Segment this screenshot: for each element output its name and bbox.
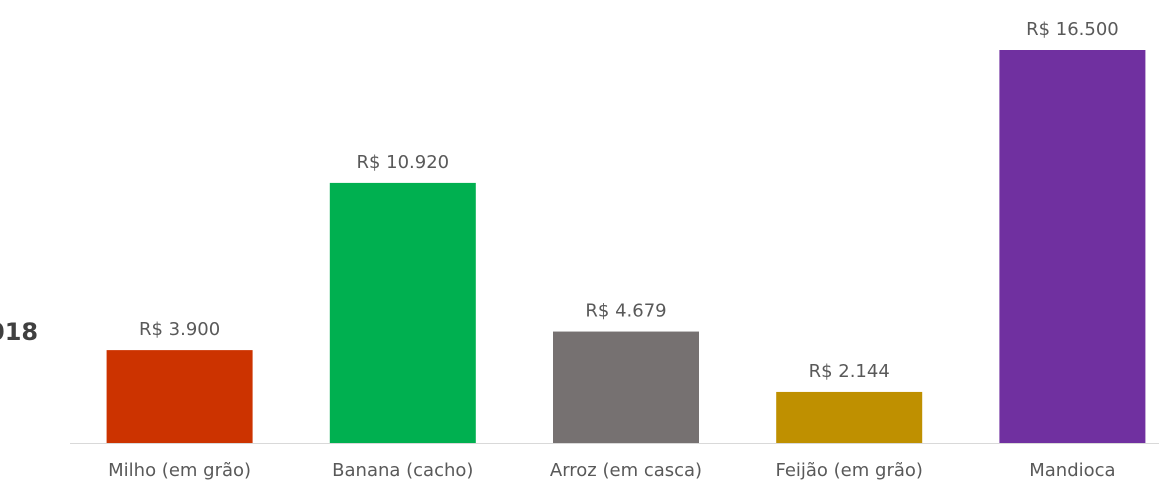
value-label: R$ 4.679 bbox=[585, 301, 666, 322]
x-tick-label: Banana (cacho) bbox=[332, 460, 473, 481]
bar bbox=[999, 50, 1146, 443]
bar bbox=[329, 182, 476, 443]
x-tick-label: Milho (em grão) bbox=[108, 460, 251, 481]
x-tick-label: Feijão (em grão) bbox=[775, 460, 922, 481]
annotation: 018 bbox=[0, 318, 38, 346]
value-label: R$ 2.144 bbox=[809, 361, 890, 382]
bar bbox=[553, 331, 699, 443]
bar bbox=[106, 350, 253, 443]
x-tick-label: Arroz (em casca) bbox=[550, 460, 702, 481]
value-label: R$ 10.920 bbox=[356, 152, 449, 173]
bar bbox=[776, 391, 923, 443]
x-tick-label: Mandioca bbox=[1029, 460, 1115, 481]
value-label: R$ 3.900 bbox=[139, 319, 220, 340]
value-label: R$ 16.500 bbox=[1026, 19, 1119, 40]
